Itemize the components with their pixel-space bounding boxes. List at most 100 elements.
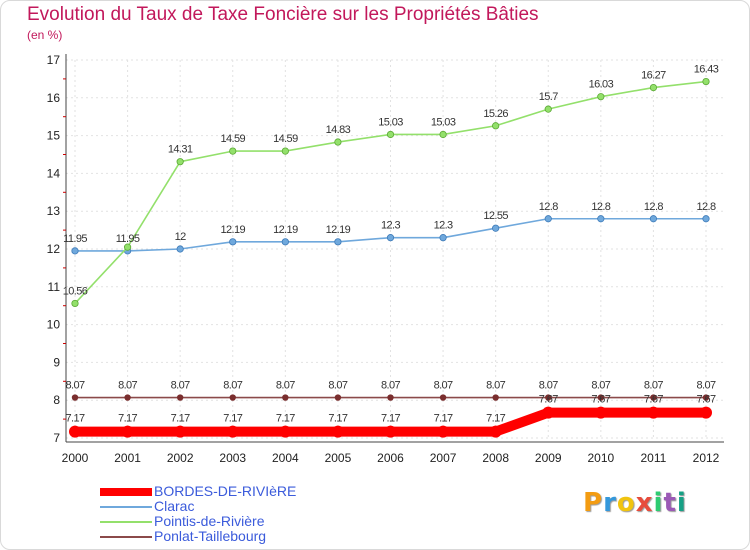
data-label-bordes-de-riviere: 7.67 <box>591 394 610 406</box>
data-label-pointis-de-riviere: 15.7 <box>539 91 558 103</box>
data-point-bordes-de-riviere <box>279 425 292 438</box>
data-point-clarac <box>71 247 79 255</box>
x-tick-label: 2010 <box>587 451 614 465</box>
x-tick-label: 2000 <box>62 451 89 465</box>
data-point-pointis-de-riviere <box>71 299 79 308</box>
data-label-pointis-de-riviere: 10.56 <box>63 285 88 297</box>
data-label-ponlat-taillebourg: 8.07 <box>696 380 715 392</box>
legend-label: BORDES-DE-RIVIèRE <box>154 483 297 499</box>
data-point-ponlat-taillebourg <box>124 394 131 401</box>
data-label-clarac: 12.8 <box>539 201 558 213</box>
logo-letter: x <box>635 488 654 518</box>
data-point-ponlat-taillebourg <box>334 394 342 401</box>
data-label-clarac: 12.3 <box>434 220 453 232</box>
data-point-clarac <box>649 215 658 223</box>
legend-swatch <box>100 506 152 508</box>
y-tick-label: 7 <box>53 431 60 445</box>
data-point-ponlat-taillebourg <box>229 394 236 401</box>
data-point-ponlat-taillebourg <box>545 394 552 401</box>
data-point-clarac <box>334 238 342 246</box>
data-label-bordes-de-riviere: 7.17 <box>328 413 347 425</box>
y-tick-label: 10 <box>47 318 61 332</box>
data-label-clarac: 12 <box>175 231 187 243</box>
data-label-ponlat-taillebourg: 8.07 <box>381 380 400 392</box>
data-point-bordes-de-riviere <box>384 425 397 438</box>
y-tick-label: 11 <box>48 280 61 294</box>
logo-letter: i <box>653 488 664 518</box>
data-label-clarac: 12.19 <box>220 224 245 236</box>
legend-swatch <box>100 521 152 523</box>
data-label-clarac: 12.8 <box>696 201 715 213</box>
data-point-pointis-de-riviere <box>176 158 184 166</box>
data-label-ponlat-taillebourg: 8.07 <box>118 380 137 392</box>
data-label-clarac: 12.8 <box>644 201 663 213</box>
data-point-pointis-de-riviere <box>702 77 710 86</box>
x-tick-label: 2004 <box>272 451 299 465</box>
legend-label: Pointis-de-Rivière <box>154 513 265 529</box>
data-point-bordes-de-riviere <box>700 406 712 419</box>
data-label-bordes-de-riviere: 7.17 <box>65 413 84 425</box>
data-point-ponlat-taillebourg <box>71 394 79 401</box>
data-label-ponlat-taillebourg: 8.07 <box>65 380 84 392</box>
legend-swatch <box>100 488 152 496</box>
data-point-pointis-de-riviere <box>229 147 237 155</box>
data-point-pointis-de-riviere <box>281 147 289 155</box>
data-label-pointis-de-riviere: 16.03 <box>589 79 614 91</box>
x-tick-label: 2001 <box>114 451 141 465</box>
logo-letter: P <box>583 488 604 518</box>
data-label-pointis-de-riviere: 16.27 <box>641 70 666 82</box>
proxiti-logo[interactable]: Proxiti <box>583 488 687 518</box>
data-point-bordes-de-riviere <box>331 425 344 438</box>
data-point-clarac <box>281 238 289 246</box>
data-label-clarac: 11.95 <box>63 233 87 245</box>
chart-title: Evolution du Taux de Taxe Foncière sur l… <box>27 4 539 25</box>
data-point-clarac <box>702 215 710 223</box>
data-label-ponlat-taillebourg: 8.07 <box>171 380 190 392</box>
data-point-bordes-de-riviere <box>489 425 502 438</box>
data-point-pointis-de-riviere <box>597 93 605 101</box>
data-point-bordes-de-riviere <box>542 406 555 419</box>
data-point-bordes-de-riviere <box>437 425 450 438</box>
data-point-bordes-de-riviere <box>647 406 660 419</box>
data-label-pointis-de-riviere: 14.59 <box>220 133 245 145</box>
data-label-pointis-de-riviere: 16.43 <box>694 64 719 76</box>
data-point-clarac <box>439 234 447 242</box>
legend-swatch <box>100 536 152 538</box>
x-tick-label: 2011 <box>641 451 667 465</box>
y-tick-label: 16 <box>47 91 61 105</box>
data-point-ponlat-taillebourg <box>702 394 710 401</box>
data-label-ponlat-taillebourg: 8.07 <box>539 380 558 392</box>
data-label-clarac: 12.19 <box>273 224 298 236</box>
data-label-bordes-de-riviere: 7.17 <box>118 413 137 425</box>
data-point-pointis-de-riviere <box>334 138 342 146</box>
data-label-bordes-de-riviere: 7.67 <box>539 394 558 406</box>
data-label-ponlat-taillebourg: 8.07 <box>486 380 505 392</box>
y-tick-label: 15 <box>47 129 61 143</box>
data-point-bordes-de-riviere <box>594 406 607 419</box>
data-point-pointis-de-riviere <box>492 122 500 130</box>
data-label-bordes-de-riviere: 7.17 <box>381 413 400 425</box>
y-tick-label: 8 <box>53 393 60 407</box>
data-label-ponlat-taillebourg: 8.07 <box>223 380 242 392</box>
x-tick-label: 2012 <box>693 451 720 465</box>
data-label-pointis-de-riviere: 14.83 <box>326 124 351 136</box>
data-point-pointis-de-riviere <box>123 243 132 251</box>
data-point-ponlat-taillebourg <box>492 394 499 401</box>
data-label-clarac: 12.8 <box>591 201 610 213</box>
logo-letter: t <box>663 488 677 518</box>
data-point-ponlat-taillebourg <box>176 394 184 401</box>
x-tick-label: 2009 <box>535 451 562 465</box>
legend-label: Ponlat-Taillebourg <box>154 528 267 544</box>
data-label-ponlat-taillebourg: 8.07 <box>434 380 453 392</box>
data-point-clarac <box>544 215 552 223</box>
data-point-bordes-de-riviere <box>174 425 187 438</box>
legend-label: Clarac <box>154 498 195 514</box>
logo-letter: r <box>603 488 617 518</box>
data-label-bordes-de-riviere: 7.17 <box>486 413 505 425</box>
data-label-pointis-de-riviere: 14.59 <box>273 133 298 145</box>
data-label-pointis-de-riviere: 15.03 <box>431 116 456 128</box>
data-label-pointis-de-riviere: 14.31 <box>168 144 193 156</box>
logo-letter: o <box>616 488 636 518</box>
data-label-clarac: 11.95 <box>116 233 140 245</box>
y-axis-unit: (en %) <box>27 28 63 42</box>
